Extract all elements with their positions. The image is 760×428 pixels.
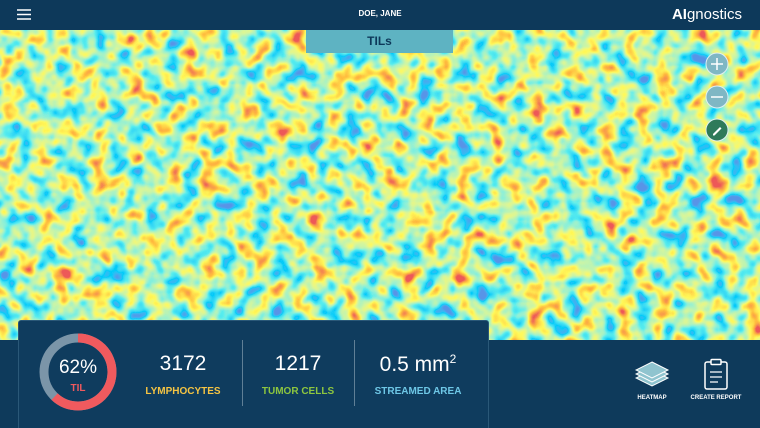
edit[interactable] bbox=[705, 118, 729, 142]
stat-value: 1217 bbox=[274, 352, 322, 375]
stat-value: 0.5 mm2 bbox=[363, 352, 473, 377]
heatmap-icon bbox=[634, 361, 670, 387]
stat-number: 0.5 mm bbox=[379, 353, 450, 376]
action-label: HEATMAP bbox=[637, 395, 667, 401]
til-gauge bbox=[39, 333, 117, 411]
report-icon bbox=[704, 358, 728, 390]
zoom-in[interactable] bbox=[705, 52, 729, 76]
gauge-arc bbox=[39, 333, 117, 411]
menu[interactable] bbox=[17, 9, 31, 20]
create-report-button[interactable]: CREATE REPORT bbox=[681, 358, 751, 408]
logo-bold: AI bbox=[671, 6, 687, 23]
heatmap bbox=[0, 30, 760, 340]
separator bbox=[242, 340, 243, 406]
tab[interactable]: TILs bbox=[306, 30, 453, 53]
stat-label: LYMPHOCYTES bbox=[145, 386, 221, 397]
stats-panel bbox=[18, 320, 489, 428]
stat-exponent: 2 bbox=[449, 352, 457, 366]
action-label: CREATE REPORT bbox=[690, 395, 742, 401]
stat-label: STREAMED AREA bbox=[374, 386, 462, 397]
logo: AIgnostics bbox=[672, 6, 742, 23]
header: DOE, JANE AIgnostics bbox=[0, 0, 760, 30]
stat-label: TUMOR CELLS bbox=[261, 386, 335, 397]
gauge-label: 62% bbox=[58, 357, 98, 378]
stat-value: 3172 bbox=[159, 352, 207, 375]
logo-rest: gnostics bbox=[686, 6, 742, 23]
separator bbox=[354, 340, 355, 406]
zoom-out[interactable] bbox=[705, 85, 729, 109]
heatmap-button[interactable]: HEATMAP bbox=[617, 358, 687, 408]
patient-name: DOE, JANE bbox=[358, 9, 402, 18]
heatmap-image bbox=[0, 30, 760, 340]
gauge-caption: TIL bbox=[70, 383, 86, 394]
